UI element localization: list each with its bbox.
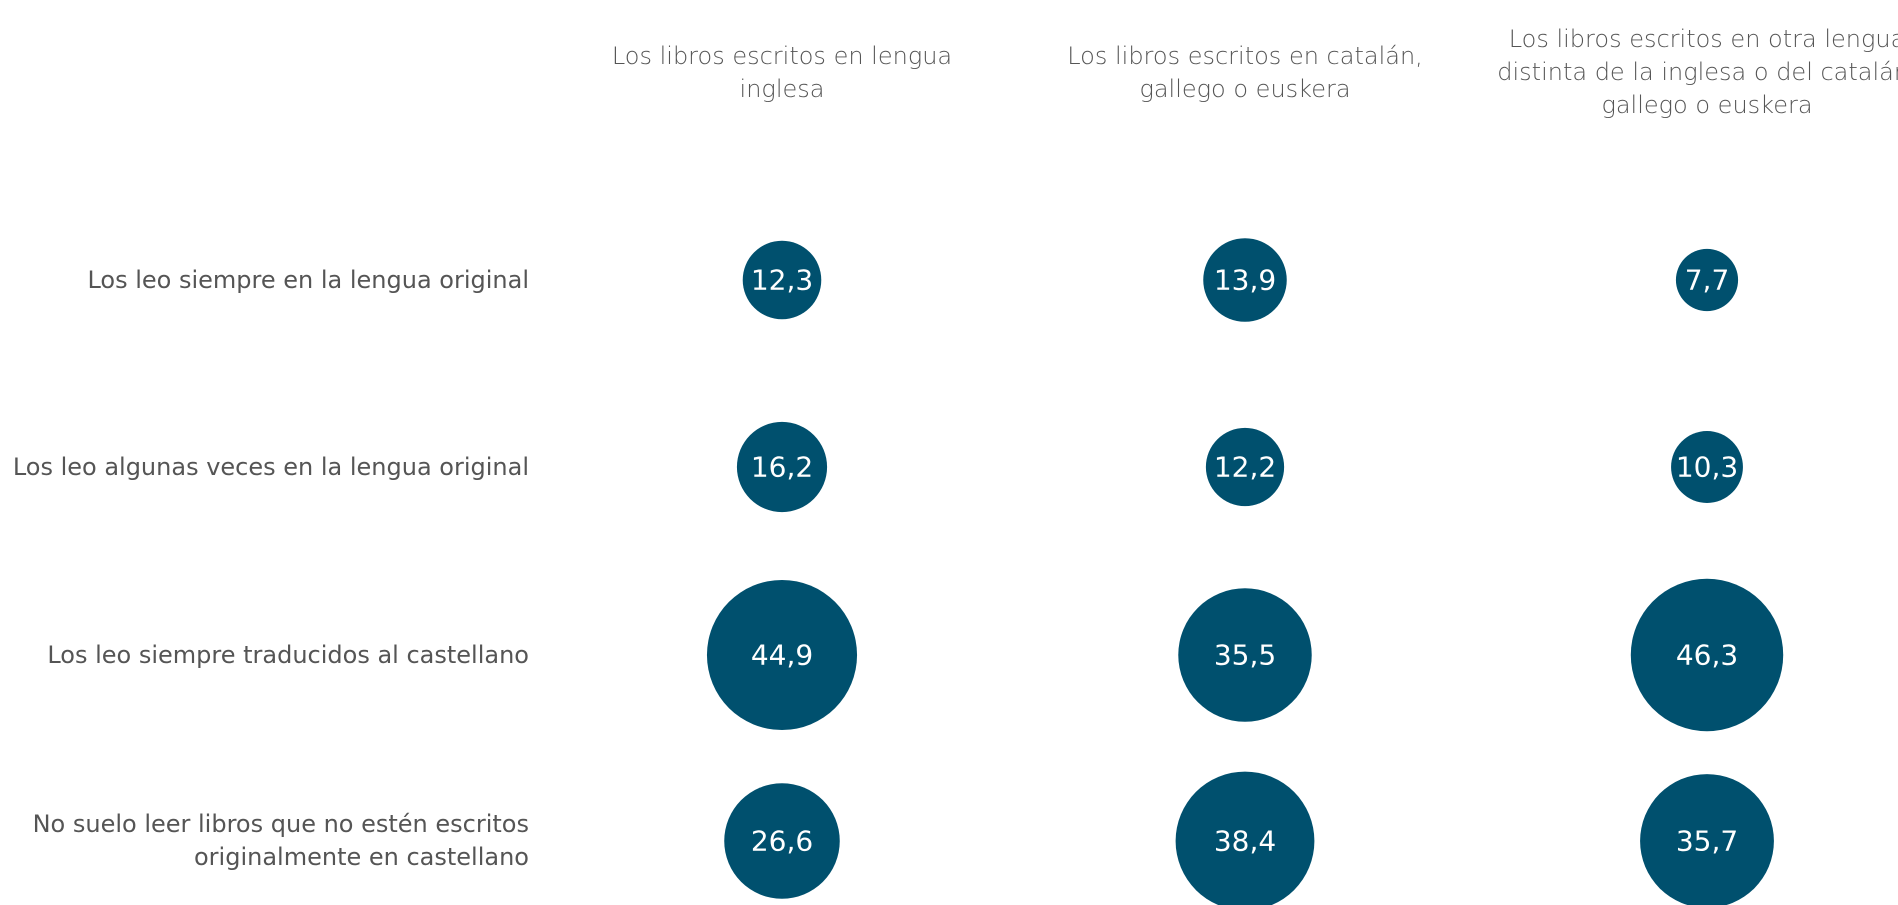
- bubble: [706, 579, 858, 731]
- bubble: [742, 240, 822, 320]
- bubble: [1178, 588, 1312, 722]
- bubble-label: 12,2: [1214, 451, 1276, 484]
- row-label: No suelo leer libros que no estén escrit…: [32, 810, 529, 871]
- bubble: [1640, 774, 1774, 905]
- bubble-label: 35,7: [1676, 825, 1738, 858]
- row-label: Los leo algunas veces en la lengua origi…: [12, 452, 529, 481]
- bubble: [1203, 238, 1287, 322]
- row-label: Los leo siempre traducidos al castellano: [47, 640, 529, 669]
- bubble-label: 13,9: [1214, 264, 1276, 297]
- row-label: Los leo siempre en la lengua original: [87, 265, 529, 294]
- column-header: Los libros escritos en catalán, gallego …: [1067, 41, 1423, 103]
- bubble: [724, 783, 840, 899]
- bubble: [1671, 431, 1743, 503]
- bubble-label: 35,5: [1214, 639, 1276, 672]
- bubble: [1630, 578, 1784, 732]
- bubble-label: 38,4: [1214, 825, 1276, 858]
- bubble-label: 44,9: [751, 639, 813, 672]
- bubble-label: 46,3: [1676, 639, 1738, 672]
- bubble: [1175, 771, 1315, 905]
- column-header: Los libros escritos en lengua inglesa: [611, 41, 953, 103]
- bubble: [1675, 248, 1739, 312]
- bubble-label: 12,3: [751, 264, 813, 297]
- bubble-label: 26,6: [751, 825, 813, 858]
- bubble-label: 10,3: [1676, 451, 1738, 484]
- bubble-label: 16,2: [751, 451, 813, 484]
- bubble: [736, 421, 828, 513]
- column-header: Los libros escritos en otra lengua disti…: [1497, 25, 1898, 119]
- bubble: [1205, 427, 1285, 507]
- bubble-label: 7,7: [1685, 264, 1730, 297]
